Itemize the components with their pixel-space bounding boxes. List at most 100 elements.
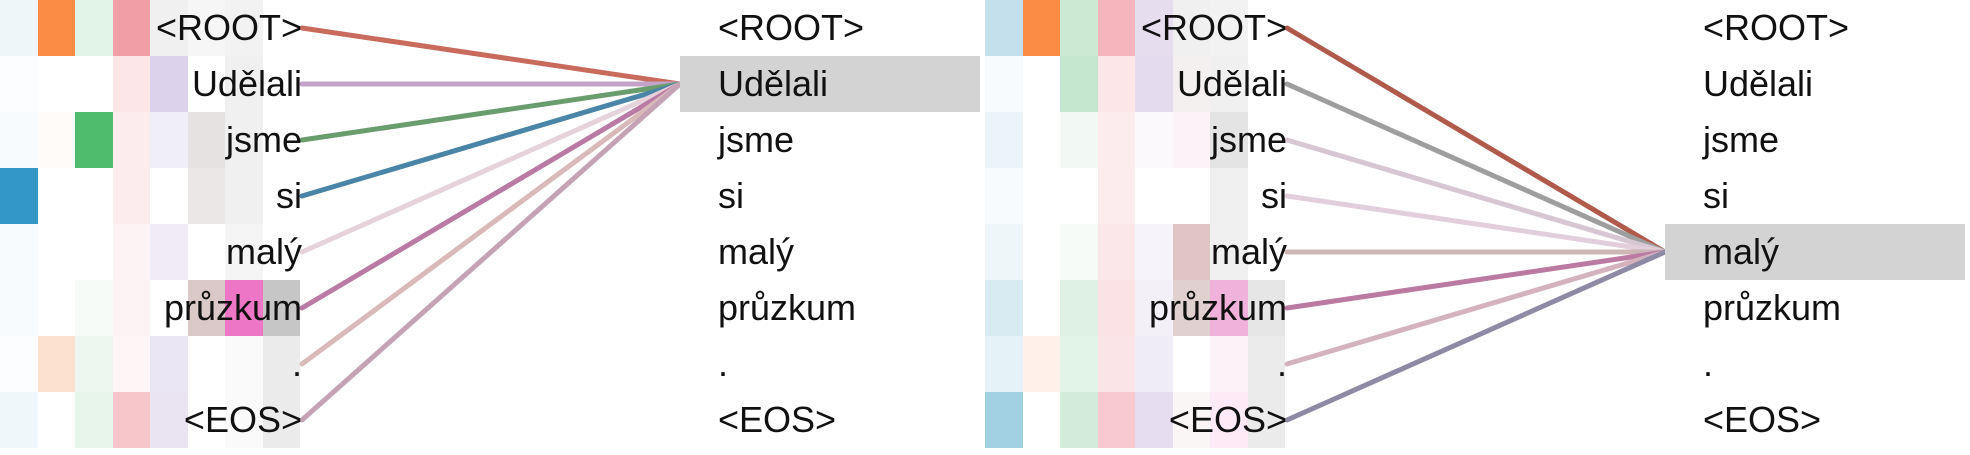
- heatmap-cell: [112, 56, 150, 112]
- heatmap-cell: [187, 392, 225, 448]
- heatmap-cell: [1022, 0, 1060, 56]
- heatmap-cell: [150, 224, 188, 280]
- heatmap-cell: [1097, 0, 1135, 56]
- heatmap-cell: [75, 112, 113, 168]
- left-token: jsme: [1210, 119, 1287, 160]
- heatmap-cell: [225, 56, 263, 112]
- heatmap-cell: [225, 0, 263, 56]
- heatmap-cell: [1172, 0, 1210, 56]
- heatmap-cell: [262, 336, 300, 392]
- right-token: <EOS>: [1703, 399, 1822, 440]
- left-token: průzkum: [1148, 287, 1287, 328]
- heatmap-cell: [262, 392, 300, 448]
- left-token: <ROOT>: [1140, 7, 1287, 48]
- heatmap-cell: [112, 336, 150, 392]
- attention-link: [1284, 249, 1668, 367]
- heatmap-cell: [985, 224, 1023, 280]
- heatmap-cell: [225, 280, 263, 336]
- left-token: .: [1276, 343, 1287, 384]
- attention-link: [299, 81, 683, 367]
- heatmap-cell: [0, 168, 38, 224]
- heatmap-cell: [1022, 336, 1060, 392]
- heatmap-cell: [985, 392, 1023, 448]
- heatmap-cell: [262, 112, 300, 168]
- heatmap-cell: [112, 224, 150, 280]
- heatmap-cell: [985, 0, 1023, 56]
- heatmap-cell: [37, 168, 75, 224]
- right-token: si: [1703, 175, 1729, 216]
- heatmap-cell: [187, 112, 225, 168]
- heatmap-cell: [1172, 224, 1210, 280]
- heatmap-cell: [37, 0, 75, 56]
- left-token: <EOS>: [1168, 399, 1287, 440]
- heatmap-cell: [150, 336, 188, 392]
- heatmap-cell: [1135, 392, 1173, 448]
- right-token: <EOS>: [718, 399, 837, 440]
- heatmap-cell: [0, 0, 38, 56]
- heatmap-cell: [985, 112, 1023, 168]
- heatmap-cell: [1172, 56, 1210, 112]
- heatmap-cell: [75, 224, 113, 280]
- heatmap-cell: [225, 224, 263, 280]
- attention-link: [1284, 193, 1668, 255]
- heatmap-cell: [1135, 336, 1173, 392]
- right-token: <ROOT>: [1703, 7, 1850, 48]
- heatmap-cell: [75, 56, 113, 112]
- left-token: malý: [225, 231, 302, 272]
- heatmap-cell: [1135, 168, 1173, 224]
- heatmap-cell: [1247, 392, 1285, 448]
- heatmap-cell: [1135, 112, 1173, 168]
- heatmap-cell: [225, 336, 263, 392]
- heatmap-cell: [37, 280, 75, 336]
- attention-link: [299, 81, 683, 423]
- heatmap-cell: [0, 280, 38, 336]
- right-token: <ROOT>: [718, 7, 865, 48]
- heatmap-cell: [1060, 280, 1098, 336]
- right-token: si: [718, 175, 744, 216]
- heatmap-cell: [225, 112, 263, 168]
- attention-link: [1284, 249, 1668, 311]
- heatmap-cell: [225, 168, 263, 224]
- heatmap-cell: [1135, 56, 1173, 112]
- heatmap-cell: [985, 280, 1023, 336]
- heatmap-cell: [37, 112, 75, 168]
- heatmap-cell: [0, 112, 38, 168]
- right-token: .: [718, 343, 729, 384]
- heatmap-cell: [75, 336, 113, 392]
- attention-panel-2: <ROOT> Udělali jsme si malý průzkum . <E…: [985, 0, 1970, 455]
- heatmap-cell: [1097, 392, 1135, 448]
- heatmap-cell: [262, 224, 300, 280]
- heatmap-cell: [1172, 168, 1210, 224]
- attention-link: [299, 81, 683, 199]
- heatmap-cell: [187, 0, 225, 56]
- heatmap-cell: [1247, 280, 1285, 336]
- heatmap-cell: [75, 280, 113, 336]
- heatmap-cell: [1247, 0, 1285, 56]
- heatmap-cell: [150, 56, 188, 112]
- right-token: malý: [718, 231, 795, 272]
- left-token: jsme: [225, 119, 302, 160]
- left-token: průzkum: [163, 287, 302, 328]
- heatmap-cell: [1097, 224, 1135, 280]
- heatmap-cell: [187, 56, 225, 112]
- heatmap-cell: [150, 112, 188, 168]
- left-token: Udělali: [191, 63, 302, 104]
- heatmap-cell: [1022, 392, 1060, 448]
- attention-link: [299, 81, 683, 311]
- attention-link: [1284, 249, 1668, 423]
- heatmap-cell: [1247, 336, 1285, 392]
- heatmap-cell: [1022, 112, 1060, 168]
- heatmap-cell: [1135, 224, 1173, 280]
- heatmap-cell: [1135, 0, 1173, 56]
- heatmap-cell: [150, 280, 188, 336]
- right-token: průzkum: [718, 287, 857, 328]
- left-token: .: [291, 343, 302, 384]
- heatmap-cell: [1135, 280, 1173, 336]
- attention-link: [1284, 25, 1668, 255]
- heatmap-cell: [262, 0, 300, 56]
- heatmap-cell: [1060, 224, 1098, 280]
- right-token: jsme: [1703, 119, 1780, 160]
- heatmap-cell: [75, 392, 113, 448]
- heatmap-cell: [985, 56, 1023, 112]
- heatmap-cell: [187, 280, 225, 336]
